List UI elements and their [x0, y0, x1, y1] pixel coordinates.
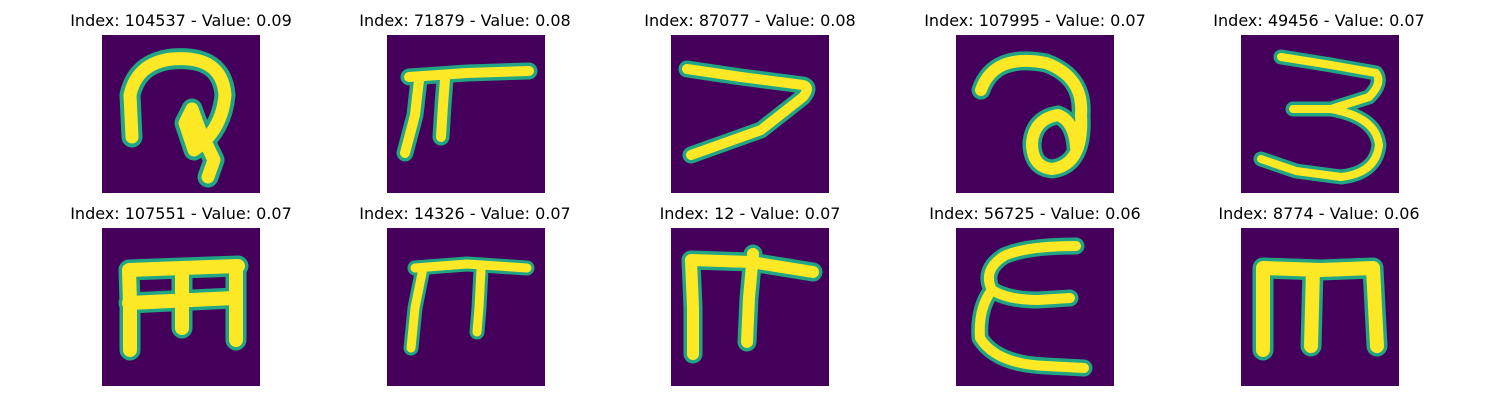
- glyph-image-3: [671, 35, 829, 193]
- panel-title-3: Index: 87077 - Value: 0.08: [644, 11, 856, 30]
- glyph-image-4: [956, 35, 1114, 193]
- panel-title-8: Index: 12 - Value: 0.07: [659, 204, 841, 223]
- panel-title-5: Index: 49456 - Value: 0.07: [1213, 11, 1425, 30]
- panel-title-6: Index: 107551 - Value: 0.07: [70, 204, 292, 223]
- glyph-image-2: [387, 35, 545, 193]
- panel-title-9: Index: 56725 - Value: 0.06: [929, 204, 1141, 223]
- glyph-image-7: [387, 228, 545, 386]
- glyph-image-9: [956, 228, 1114, 386]
- glyph-image-10: [1241, 228, 1399, 386]
- panel-title-4: Index: 107995 - Value: 0.07: [924, 11, 1146, 30]
- panel-title-1: Index: 104537 - Value: 0.09: [70, 11, 292, 30]
- panel-title-2: Index: 71879 - Value: 0.08: [359, 11, 571, 30]
- glyph-image-6: [102, 228, 260, 386]
- panel-title-10: Index: 8774 - Value: 0.06: [1218, 204, 1420, 223]
- glyph-image-5: [1241, 35, 1399, 193]
- glyph-image-1: [102, 35, 260, 193]
- panel-title-7: Index: 14326 - Value: 0.07: [359, 204, 571, 223]
- glyph-image-8: [671, 228, 829, 386]
